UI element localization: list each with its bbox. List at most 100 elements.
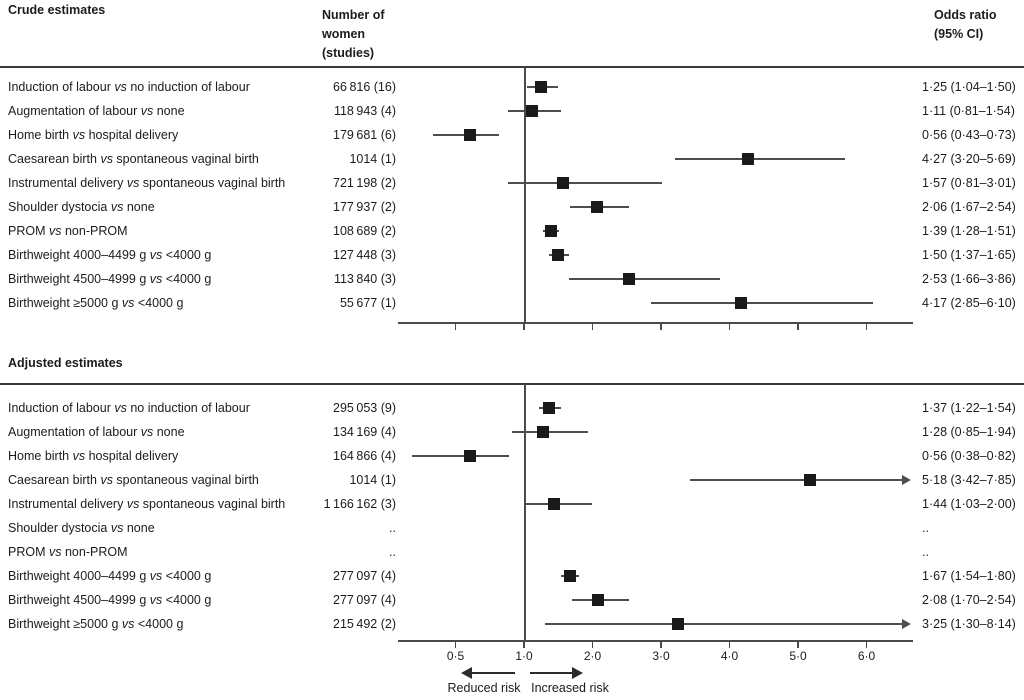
axis-tick [660, 641, 662, 648]
row-label: Instrumental delivery vs spontaneous vag… [8, 176, 286, 190]
odds-ratio-value: 2·06 (1·67–2·54) [922, 200, 1016, 214]
adjusted-section-title: Adjusted estimates [8, 356, 123, 370]
vs-text: vs [114, 401, 127, 415]
n-women-value: 66 816 (16) [333, 80, 396, 94]
point-estimate-marker [804, 474, 817, 486]
axis-tick [454, 323, 457, 330]
increased-risk-arrow-line [530, 672, 572, 674]
row-label: Home birth vs hospital delivery [8, 128, 179, 142]
reduced-risk-arrow-line [472, 672, 515, 674]
odds-ratio-value: 1·67 (1·54–1·80) [922, 569, 1016, 583]
odds-ratio-value: 1·50 (1·37–1·65) [922, 248, 1016, 262]
ci-line [412, 455, 509, 457]
n-women-value: .. [389, 545, 396, 559]
vs-text: vs [149, 593, 163, 607]
row-plot-area [398, 492, 913, 516]
axis-tick [454, 641, 457, 648]
row-label: Birthweight 4000–4499 g vs <4000 g [8, 248, 212, 262]
point-estimate-marker [563, 570, 576, 582]
forest-row: PROM vs non-PROM.... [0, 540, 1024, 564]
forest-row: Augmentation of labour vs none 134 169 (4… [0, 420, 1024, 444]
odds-ratio-column-header: Odds ratio (95% CI) [934, 6, 997, 44]
vs-text: vs [100, 473, 113, 487]
forest-row: Home birth vs hospital delivery 164 866 (… [0, 444, 1024, 468]
ci-line [650, 302, 874, 304]
adjusted-x-axis: 0·5 1·0 2·0 3·0 4·0 5·0 6·0 [398, 640, 913, 670]
row-label: PROM vs non-PROM [8, 545, 128, 559]
axis-tick-label: 0·5 [446, 649, 465, 663]
vs-text: vs [114, 80, 127, 94]
axis-tick [797, 641, 799, 648]
n-women-value: 215 492 (2) [333, 617, 396, 631]
axis-tick-label: 6·0 [857, 649, 876, 663]
vs-text: vs [126, 497, 140, 511]
ci-line [674, 158, 846, 160]
forest-row: Caesarean birth vs spontaneous vaginal b… [0, 147, 1024, 171]
n-women-value: 277 097 (4) [333, 593, 396, 607]
row-label: Augmentation of labour vs none [8, 104, 185, 118]
reference-line-crude [524, 67, 526, 322]
right-arrow-icon [572, 667, 583, 679]
forest-row: Induction of labour vs no induction of l… [0, 396, 1024, 420]
axis-tick [523, 641, 525, 648]
odds-ratio-value: 2·08 (1·70–2·54) [922, 593, 1016, 607]
point-estimate-marker [535, 81, 548, 93]
row-plot-area [398, 444, 913, 468]
vs-text: vs [110, 200, 124, 214]
point-estimate-marker [552, 249, 565, 261]
point-estimate-marker [741, 153, 754, 165]
n-women-value: 295 053 (9) [333, 401, 396, 415]
n-women-value: 1014 (1) [349, 152, 396, 166]
point-estimate-marker [537, 426, 550, 438]
row-plot-area [398, 468, 913, 492]
n-women-value: 134 169 (4) [333, 425, 396, 439]
row-plot-area [398, 540, 913, 564]
odds-ratio-value: 1·57 (0·81–3·01) [922, 176, 1016, 190]
row-label: Shoulder dystocia vs none [8, 200, 155, 214]
vs-text: vs [149, 272, 163, 286]
odds-ratio-value: 3·25 (1·30–8·14) [922, 617, 1016, 631]
row-label: Birthweight ≥5000 g vs <4000 g [8, 617, 184, 631]
header-divider-rule [0, 66, 1024, 68]
row-plot-area [398, 420, 913, 444]
reference-line-adjusted [524, 384, 526, 640]
odds-ratio-value: .. [922, 521, 929, 535]
axis-line [398, 640, 913, 642]
crude-section-title: Crude estimates [8, 3, 106, 17]
vs-text: vs [121, 617, 135, 631]
row-label: Caesarean birth vs spontaneous vaginal b… [8, 473, 259, 487]
row-plot-area [398, 123, 913, 147]
vs-text: vs [121, 296, 135, 310]
forest-row: Instrumental delivery vs spontaneous vag… [0, 492, 1024, 516]
forest-row: Birthweight ≥5000 g vs <4000 g 55 677 (1)… [0, 291, 1024, 315]
vs-text: vs [110, 521, 124, 535]
row-plot-area [398, 267, 913, 291]
row-label: Induction of labour vs no induction of l… [8, 401, 250, 415]
ci-line [689, 479, 902, 481]
point-estimate-marker [557, 177, 570, 189]
odds-ratio-value: 1·37 (1·22–1·54) [922, 401, 1016, 415]
row-plot-area [398, 75, 913, 99]
point-estimate-marker [591, 594, 604, 606]
n-header-line: (studies) [322, 46, 375, 60]
odds-ratio-value: 0·56 (0·43–0·73) [922, 128, 1016, 142]
vs-text: vs [126, 176, 140, 190]
n-women-value: 1014 (1) [349, 473, 396, 487]
vs-text: vs [140, 425, 154, 439]
n-women-value: 113 840 (3) [333, 272, 396, 286]
axis-tick-label: 3·0 [652, 649, 670, 663]
forest-row: Home birth vs hospital delivery 179 681 (… [0, 123, 1024, 147]
vs-text: vs [48, 224, 62, 238]
n-women-value: 55 677 (1) [339, 296, 396, 310]
row-plot-area [398, 99, 913, 123]
row-plot-area [398, 588, 913, 612]
ci-arrowhead-icon [902, 619, 911, 629]
axis-tick [523, 323, 525, 330]
or-header-line: Odds ratio [934, 8, 997, 22]
vs-text: vs [149, 248, 163, 262]
point-estimate-marker [590, 201, 603, 213]
n-header-line: women [322, 27, 366, 41]
n-women-value: .. [389, 521, 396, 535]
row-label: Caesarean birth vs spontaneous vaginal b… [8, 152, 259, 166]
vs-text: vs [72, 449, 86, 463]
